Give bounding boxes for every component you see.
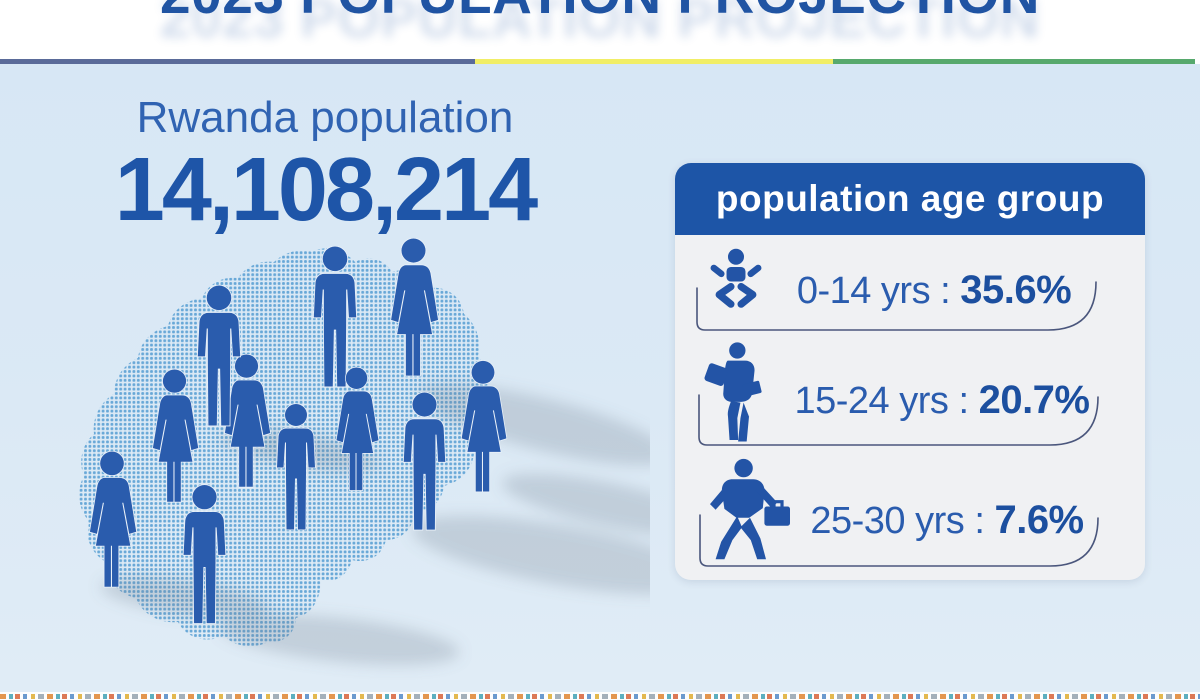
rwanda-dotted-map [79, 238, 650, 666]
population-value: 14,108,214 [114, 140, 538, 240]
population-label: Rwanda population [136, 93, 514, 142]
student-icon [704, 342, 762, 442]
age-row-label: 25-30 yrs : [810, 500, 995, 542]
age-row-label: 15-24 yrs : [794, 380, 979, 422]
bottom-band [0, 692, 1200, 700]
age-row-value: 7.6% [994, 498, 1084, 542]
page-title: 2023 POPULATION PROJECTION [0, 0, 1200, 26]
stripe-green-segment [833, 59, 1195, 64]
age-row-label: 0-14 yrs : [796, 270, 961, 312]
age-group-panel-body: 0-14 yrs : 35.6% 15-24 yrs : 20.7% [675, 235, 1145, 580]
population-block: Rwanda population 14,108,214 [95, 92, 555, 236]
row-underline-brackets [696, 281, 1099, 567]
stripe-yellow-segment [475, 59, 833, 64]
content-area: Rwanda population 14,108,214 [0, 64, 1200, 692]
rwanda-flag-stripe [0, 59, 1200, 64]
top-band: 2023 POPULATION PROJECTION 2023 POPULATI… [0, 0, 1200, 70]
stripe-blue-segment [0, 59, 475, 64]
stripe-end-gap [1195, 59, 1200, 64]
age-row-15-24: 15-24 yrs : 20.7% [787, 378, 1097, 423]
age-row-value: 35.6% [960, 268, 1072, 312]
age-row-0-14: 0-14 yrs : 35.6% [779, 268, 1089, 313]
age-row-25-30: 25-30 yrs : 7.6% [797, 498, 1097, 543]
age-row-value: 20.7% [978, 378, 1090, 422]
bottom-ticker-stripe [0, 694, 1200, 699]
age-group-panel: population age group [675, 163, 1145, 580]
age-group-panel-header: population age group [675, 163, 1145, 235]
page-title-reflection: 2023 POPULATION PROJECTION [160, 0, 1040, 49]
baby-icon [710, 248, 762, 308]
worker-icon [710, 458, 790, 560]
